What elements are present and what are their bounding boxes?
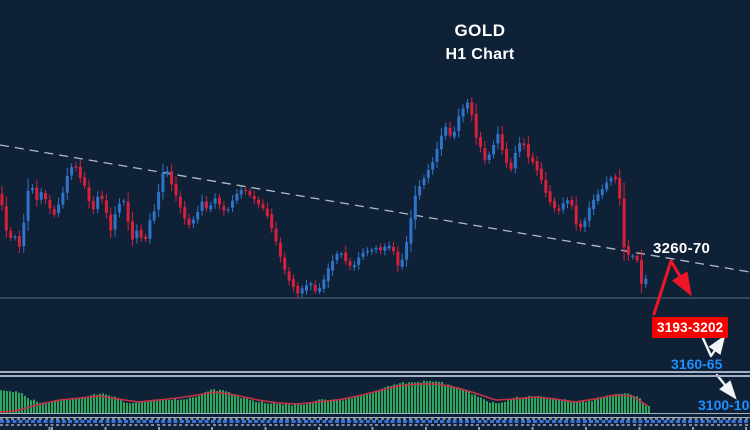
chart-title: GOLD H1 Chart xyxy=(380,21,580,64)
time-axis-ticks xyxy=(0,426,750,430)
descending-dashed-trendline xyxy=(0,144,750,273)
panel-separator-bottom xyxy=(0,413,750,418)
macd-signal-line xyxy=(0,383,649,413)
resistance-zone-label: 3260-70 xyxy=(653,240,711,257)
indicator-dash-row-gray-lower xyxy=(0,423,750,426)
red-zigzag-arrow-icon xyxy=(652,259,692,316)
white-check-arrow-icon xyxy=(700,334,726,358)
chart-title-symbol: GOLD xyxy=(454,21,506,40)
breakdown-zone-badge: 3193-3202 xyxy=(652,317,729,338)
indicator-dash-row-gray-upper xyxy=(0,418,750,420)
panel-separator-top xyxy=(0,371,750,377)
white-down-arrow-icon xyxy=(715,373,737,400)
target-zone-1-label: 3160-65 xyxy=(671,356,723,372)
macd-histogram xyxy=(0,380,650,413)
target-zone-2-label: 3100-10 xyxy=(698,397,750,413)
indicator-dash-row-blue xyxy=(0,420,750,423)
candlesticks xyxy=(0,97,648,299)
chart-title-timeframe: H1 Chart xyxy=(445,46,515,63)
